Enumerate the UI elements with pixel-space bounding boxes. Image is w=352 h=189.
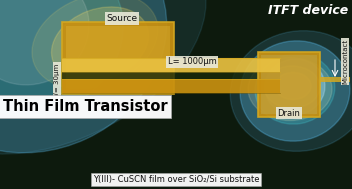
Ellipse shape	[230, 31, 352, 151]
Ellipse shape	[0, 0, 166, 153]
Ellipse shape	[264, 66, 320, 108]
Text: ITFT device: ITFT device	[268, 4, 348, 17]
Ellipse shape	[240, 41, 350, 141]
Bar	[261, 55, 317, 114]
Bar	[62, 72, 280, 79]
Ellipse shape	[275, 73, 311, 99]
Bar	[62, 58, 280, 72]
Text: Microcontact: Microcontact	[342, 39, 348, 84]
Text: Thin Film Transistor: Thin Film Transistor	[3, 99, 168, 114]
Bar	[258, 52, 320, 117]
Ellipse shape	[0, 0, 123, 116]
Bar	[62, 79, 280, 93]
Text: Y(III)- CuSCN film over SiO₂/Si substrate: Y(III)- CuSCN film over SiO₂/Si substrat…	[93, 175, 259, 184]
Bar	[320, 77, 350, 82]
Text: Drain: Drain	[278, 108, 301, 118]
Ellipse shape	[0, 0, 206, 154]
Ellipse shape	[0, 0, 89, 85]
Ellipse shape	[265, 59, 325, 115]
Ellipse shape	[255, 54, 335, 124]
Ellipse shape	[32, 0, 158, 89]
Text: W= 30μm: W= 30μm	[54, 63, 60, 99]
Ellipse shape	[248, 57, 332, 121]
Bar	[66, 26, 170, 90]
Text: L= 1000μm: L= 1000μm	[168, 57, 216, 67]
Bar	[62, 22, 174, 94]
Ellipse shape	[51, 7, 149, 81]
Text: Source: Source	[106, 14, 138, 23]
